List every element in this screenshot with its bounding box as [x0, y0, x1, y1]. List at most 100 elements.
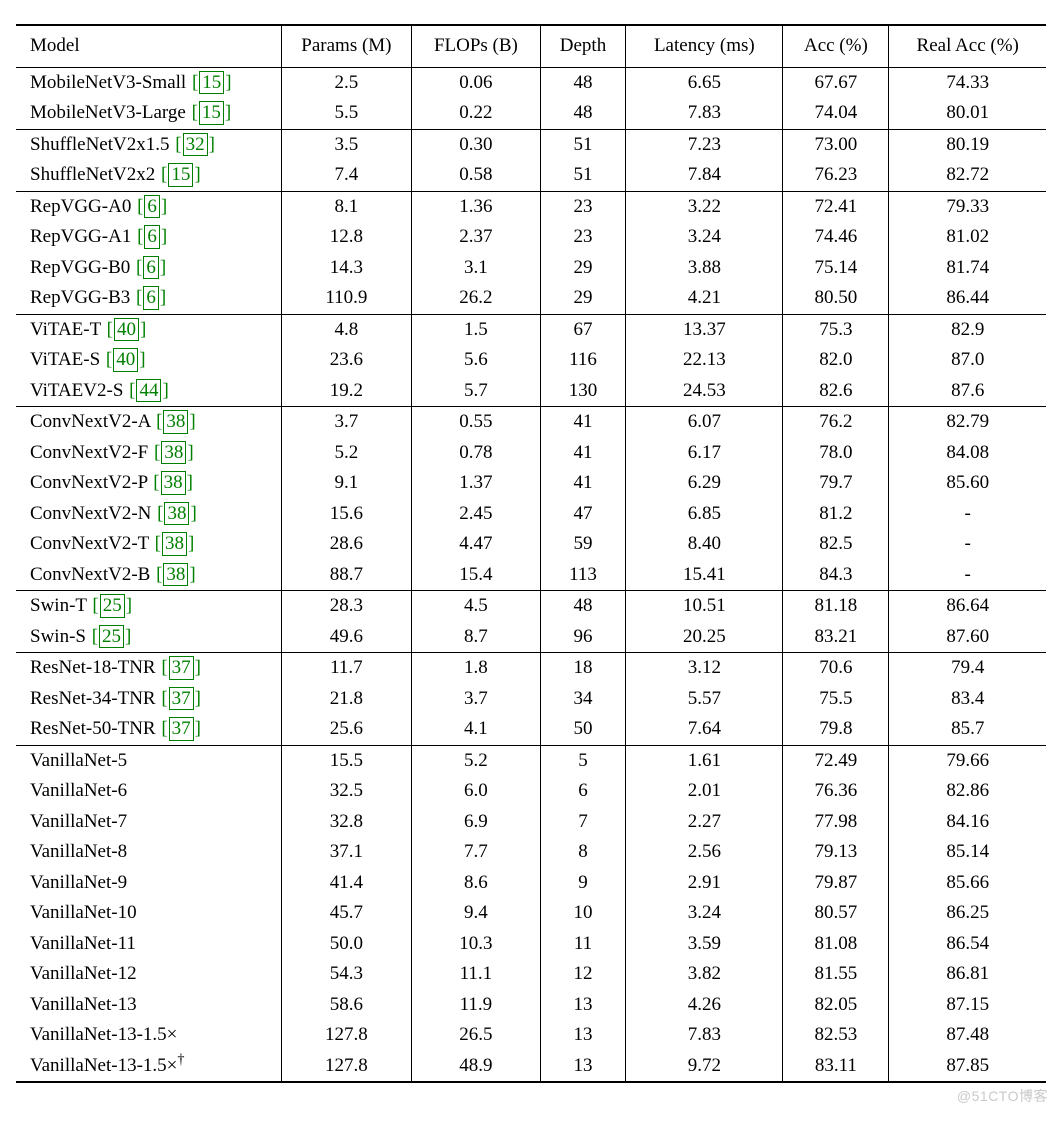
cell-depth: 29 — [540, 253, 626, 284]
cell-acc: 67.67 — [783, 67, 889, 98]
cell-flops: 6.0 — [412, 776, 540, 807]
table-group: MobileNetV3-Small [15]2.50.06486.6567.67… — [16, 67, 1046, 129]
cell-flops: 0.22 — [412, 98, 540, 129]
cell-acc: 83.11 — [783, 1051, 889, 1083]
cell-depth: 13 — [540, 1020, 626, 1051]
cell-model: ConvNextV2-T [38] — [16, 529, 281, 560]
cell-params: 11.7 — [281, 653, 412, 684]
cell-latency: 2.56 — [626, 837, 783, 868]
cell-latency: 8.40 — [626, 529, 783, 560]
ref-bracket-open: [ — [135, 257, 143, 278]
cell-realacc: 83.4 — [889, 684, 1046, 715]
cell-model: RepVGG-B0 [6] — [16, 253, 281, 284]
ref-bracket-close: ] — [186, 442, 194, 463]
cell-acc: 82.05 — [783, 990, 889, 1021]
table-row: VanillaNet-1045.79.4103.2480.5786.25 — [16, 898, 1046, 929]
ref-bracket-close: ] — [194, 657, 202, 678]
cell-flops: 0.58 — [412, 160, 540, 191]
cell-realacc: 85.60 — [889, 468, 1046, 499]
cell-latency: 6.29 — [626, 468, 783, 499]
cell-depth: 11 — [540, 929, 626, 960]
citation-ref[interactable]: 38 — [164, 502, 189, 526]
cell-params: 28.6 — [281, 529, 412, 560]
citation-ref[interactable]: 32 — [183, 133, 208, 157]
cell-flops: 15.4 — [412, 560, 540, 591]
cell-acc: 80.50 — [783, 283, 889, 314]
citation-ref[interactable]: 15 — [199, 71, 224, 95]
cell-realacc: 82.9 — [889, 314, 1046, 345]
table-row: ViTAE-T [40]4.81.56713.3775.382.9 — [16, 314, 1046, 345]
cell-depth: 116 — [540, 345, 626, 376]
cell-realacc: 81.02 — [889, 222, 1046, 253]
cell-depth: 41 — [540, 407, 626, 438]
cell-model: ResNet-34-TNR [37] — [16, 684, 281, 715]
ref-bracket-open: [ — [155, 411, 163, 432]
cell-flops: 4.1 — [412, 714, 540, 745]
cell-acc: 75.3 — [783, 314, 889, 345]
ref-bracket-close: ] — [139, 319, 147, 340]
table-row: VanillaNet-13-1.5×127.826.5137.8382.5387… — [16, 1020, 1046, 1051]
model-name: ResNet-18-TNR — [30, 657, 156, 678]
cell-flops: 11.9 — [412, 990, 540, 1021]
cell-flops: 5.2 — [412, 745, 540, 776]
ref-bracket-open: [ — [154, 533, 162, 554]
table-row: Swin-T [25]28.34.54810.5181.1886.64 — [16, 591, 1046, 622]
cell-model: MobileNetV3-Large [15] — [16, 98, 281, 129]
ref-bracket-close: ] — [188, 564, 196, 585]
model-name: RepVGG-A1 — [30, 226, 131, 247]
cell-depth: 13 — [540, 1051, 626, 1083]
citation-ref[interactable]: 15 — [199, 101, 224, 125]
cell-flops: 0.06 — [412, 67, 540, 98]
citation-ref[interactable]: 25 — [100, 594, 125, 618]
citation-ref[interactable]: 38 — [162, 532, 187, 556]
table-row: ConvNextV2-T [38]28.64.47598.4082.5- — [16, 529, 1046, 560]
cell-model: ViTAE-S [40] — [16, 345, 281, 376]
cell-depth: 34 — [540, 684, 626, 715]
citation-ref[interactable]: 38 — [163, 563, 188, 587]
cell-latency: 4.26 — [626, 990, 783, 1021]
cell-flops: 1.8 — [412, 653, 540, 684]
citation-ref[interactable]: 38 — [161, 471, 186, 495]
cell-latency: 3.59 — [626, 929, 783, 960]
cell-model: ShuffleNetV2x1.5 [32] — [16, 129, 281, 160]
cell-flops: 11.1 — [412, 959, 540, 990]
citation-ref[interactable]: 40 — [113, 348, 138, 372]
citation-ref[interactable]: 6 — [144, 225, 160, 249]
citation-ref[interactable]: 38 — [161, 441, 186, 465]
citation-ref[interactable]: 37 — [169, 717, 194, 741]
cell-depth: 130 — [540, 376, 626, 407]
citation-ref[interactable]: 25 — [99, 625, 124, 649]
citation-ref[interactable]: 44 — [136, 379, 161, 403]
table-row: ResNet-50-TNR [37]25.64.1507.6479.885.7 — [16, 714, 1046, 745]
cell-realacc: 86.44 — [889, 283, 1046, 314]
citation-ref[interactable]: 6 — [143, 256, 159, 280]
citation-ref[interactable]: 6 — [143, 286, 159, 310]
table-row: MobileNetV3-Small [15]2.50.06486.6567.67… — [16, 67, 1046, 98]
model-name: VanillaNet-13-1.5× — [30, 1055, 177, 1076]
cell-acc: 79.8 — [783, 714, 889, 745]
citation-ref[interactable]: 40 — [114, 318, 139, 342]
model-name: ResNet-50-TNR — [30, 718, 156, 739]
cell-params: 32.5 — [281, 776, 412, 807]
cell-flops: 0.55 — [412, 407, 540, 438]
cell-acc: 75.5 — [783, 684, 889, 715]
citation-ref[interactable]: 37 — [169, 656, 194, 680]
cell-acc: 74.46 — [783, 222, 889, 253]
cell-flops: 1.36 — [412, 191, 540, 222]
citation-ref[interactable]: 38 — [163, 410, 188, 434]
cell-model: ResNet-18-TNR [37] — [16, 653, 281, 684]
citation-ref[interactable]: 37 — [169, 687, 194, 711]
cell-latency: 6.65 — [626, 67, 783, 98]
cell-flops: 48.9 — [412, 1051, 540, 1083]
table-row: RepVGG-A0 [6]8.11.36233.2272.4179.33 — [16, 191, 1046, 222]
cell-params: 50.0 — [281, 929, 412, 960]
citation-ref[interactable]: 15 — [168, 163, 193, 187]
cell-params: 12.8 — [281, 222, 412, 253]
cell-model: RepVGG-A1 [6] — [16, 222, 281, 253]
ref-bracket-close: ] — [187, 533, 195, 554]
citation-ref[interactable]: 6 — [144, 195, 160, 219]
cell-model: VanillaNet-7 — [16, 807, 281, 838]
watermark: @51CTO博客 — [957, 1086, 1048, 1106]
cell-model: Swin-T [25] — [16, 591, 281, 622]
cell-acc: 73.00 — [783, 129, 889, 160]
